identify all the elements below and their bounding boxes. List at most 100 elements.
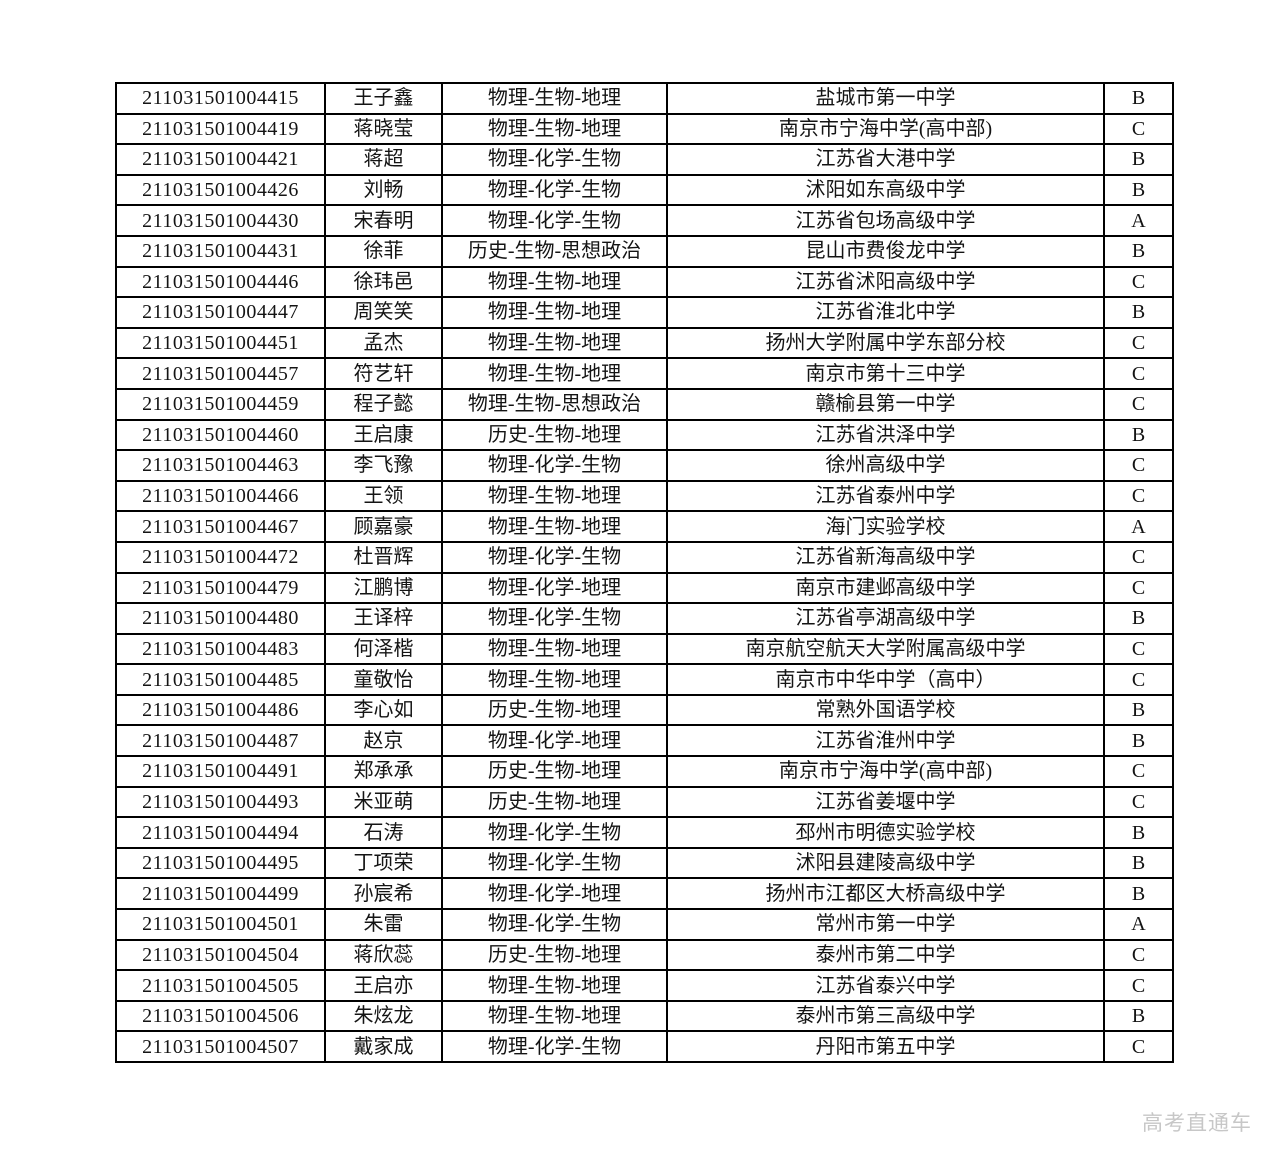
table-row: 211031501004479 江鹏博 物理-化学-地理 南京市建邺高级中学 C [115, 571, 1174, 605]
cell-grade: C [1103, 785, 1174, 819]
cell-school: 南京市建邺高级中学 [666, 571, 1105, 605]
cell-id: 211031501004459 [115, 387, 326, 421]
cell-name: 李飞豫 [324, 449, 443, 482]
cell-grade: B [1103, 999, 1174, 1033]
cell-subjects: 历史-生物-地理 [441, 693, 668, 727]
cell-school: 昆山市费俊龙中学 [666, 234, 1105, 268]
cell-id: 211031501004505 [115, 969, 326, 1002]
cell-grade: C [1103, 969, 1174, 1002]
cell-grade: C [1103, 632, 1174, 666]
table-row: 211031501004446 徐玮邑 物理-生物-地理 江苏省沭阳高级中学 C [115, 265, 1174, 299]
cell-id: 211031501004415 [115, 82, 326, 115]
cell-id: 211031501004419 [115, 112, 326, 146]
cell-name: 米亚萌 [324, 785, 443, 819]
cell-subjects: 物理-化学-生物 [441, 846, 668, 880]
cell-grade: B [1103, 143, 1174, 176]
cell-id: 211031501004507 [115, 1030, 326, 1063]
cell-grade: C [1103, 571, 1174, 605]
table-row: 211031501004451 孟杰 物理-生物-地理 扬州大学附属中学东部分校 C [115, 326, 1174, 360]
cell-id: 211031501004495 [115, 846, 326, 880]
cell-subjects: 物理-化学-生物 [441, 540, 668, 574]
cell-grade: C [1103, 357, 1174, 390]
cell-id: 211031501004472 [115, 540, 326, 574]
cell-grade: B [1103, 602, 1174, 635]
cell-school: 常州市第一中学 [666, 908, 1105, 941]
cell-subjects: 物理-化学-地理 [441, 571, 668, 605]
cell-grade: B [1103, 173, 1174, 207]
cell-school: 扬州大学附属中学东部分校 [666, 326, 1105, 360]
cell-id: 211031501004493 [115, 785, 326, 819]
cell-id: 211031501004426 [115, 173, 326, 207]
table-row: 211031501004466 王领 物理-生物-地理 江苏省泰州中学 C [115, 479, 1174, 513]
table-row: 211031501004460 王启康 历史-生物-地理 江苏省洪泽中学 B [115, 418, 1174, 452]
cell-school: 南京市中华中学（高中） [666, 663, 1105, 696]
cell-id: 211031501004479 [115, 571, 326, 605]
cell-name: 赵京 [324, 724, 443, 758]
cell-name: 何泽楷 [324, 632, 443, 666]
cell-school: 江苏省大港中学 [666, 143, 1105, 176]
cell-grade: C [1103, 479, 1174, 513]
cell-id: 211031501004466 [115, 479, 326, 513]
cell-id: 211031501004486 [115, 693, 326, 727]
cell-grade: B [1103, 234, 1174, 268]
table-row: 211031501004426 刘畅 物理-化学-生物 沭阳如东高级中学 B [115, 173, 1174, 207]
cell-id: 211031501004487 [115, 724, 326, 758]
cell-id: 211031501004480 [115, 602, 326, 635]
cell-name: 蒋晓莹 [324, 112, 443, 146]
cell-subjects: 物理-生物-地理 [441, 632, 668, 666]
cell-name: 戴家成 [324, 1030, 443, 1063]
student-roster-table: 211031501004415 王子鑫 物理-生物-地理 盐城市第一中学 B 211031… [115, 82, 1174, 1063]
cell-subjects: 物理-生物-地理 [441, 112, 668, 146]
table-row: 211031501004472 杜晋辉 物理-化学-生物 江苏省新海高级中学 C [115, 540, 1174, 574]
cell-grade: B [1103, 724, 1174, 758]
cell-id: 211031501004431 [115, 234, 326, 268]
table-row: 211031501004499 孙宸希 物理-化学-地理 扬州市江都区大桥高级中学 B [115, 877, 1174, 911]
cell-id: 211031501004421 [115, 143, 326, 176]
cell-id: 211031501004467 [115, 510, 326, 543]
cell-name: 王子鑫 [324, 82, 443, 115]
cell-id: 211031501004491 [115, 755, 326, 788]
cell-name: 王启康 [324, 418, 443, 452]
cell-subjects: 历史-生物-地理 [441, 938, 668, 972]
cell-name: 王启亦 [324, 969, 443, 1002]
cell-subjects: 物理-化学-生物 [441, 602, 668, 635]
cell-name: 石涛 [324, 816, 443, 849]
cell-grade: A [1103, 510, 1174, 543]
cell-subjects: 物理-化学-地理 [441, 724, 668, 758]
cell-subjects: 物理-化学-生物 [441, 816, 668, 849]
cell-subjects: 物理-生物-地理 [441, 265, 668, 299]
cell-school: 南京市宁海中学(高中部) [666, 755, 1105, 788]
cell-school: 江苏省沭阳高级中学 [666, 265, 1105, 299]
table-row: 211031501004491 郑承承 历史-生物-地理 南京市宁海中学(高中部) C [115, 755, 1174, 788]
cell-name: 杜晋辉 [324, 540, 443, 574]
cell-name: 顾嘉豪 [324, 510, 443, 543]
cell-name: 王领 [324, 479, 443, 513]
cell-subjects: 历史-生物-思想政治 [441, 234, 668, 268]
cell-subjects: 物理-化学-生物 [441, 143, 668, 176]
cell-school: 江苏省新海高级中学 [666, 540, 1105, 574]
cell-school: 江苏省姜堰中学 [666, 785, 1105, 819]
cell-grade: C [1103, 1030, 1174, 1063]
cell-id: 211031501004446 [115, 265, 326, 299]
cell-school: 南京市宁海中学(高中部) [666, 112, 1105, 146]
cell-school: 常熟外国语学校 [666, 693, 1105, 727]
table-row: 211031501004495 丁项荣 物理-化学-生物 沭阳县建陵高级中学 B [115, 846, 1174, 880]
cell-school: 沭阳如东高级中学 [666, 173, 1105, 207]
table-row: 211031501004415 王子鑫 物理-生物-地理 盐城市第一中学 B [115, 82, 1174, 115]
cell-school: 丹阳市第五中学 [666, 1030, 1105, 1063]
cell-name: 丁项荣 [324, 846, 443, 880]
cell-id: 211031501004457 [115, 357, 326, 390]
cell-id: 211031501004506 [115, 999, 326, 1033]
cell-grade: B [1103, 816, 1174, 849]
cell-grade: C [1103, 938, 1174, 972]
cell-name: 孙宸希 [324, 877, 443, 911]
cell-id: 211031501004504 [115, 938, 326, 972]
table-row: 211031501004457 符艺轩 物理-生物-地理 南京市第十三中学 C [115, 357, 1174, 390]
cell-id: 211031501004447 [115, 296, 326, 329]
cell-name: 蒋超 [324, 143, 443, 176]
table-row: 211031501004493 米亚萌 历史-生物-地理 江苏省姜堰中学 C [115, 785, 1174, 819]
cell-school: 泰州市第二中学 [666, 938, 1105, 972]
cell-grade: C [1103, 112, 1174, 146]
cell-grade: A [1103, 908, 1174, 941]
